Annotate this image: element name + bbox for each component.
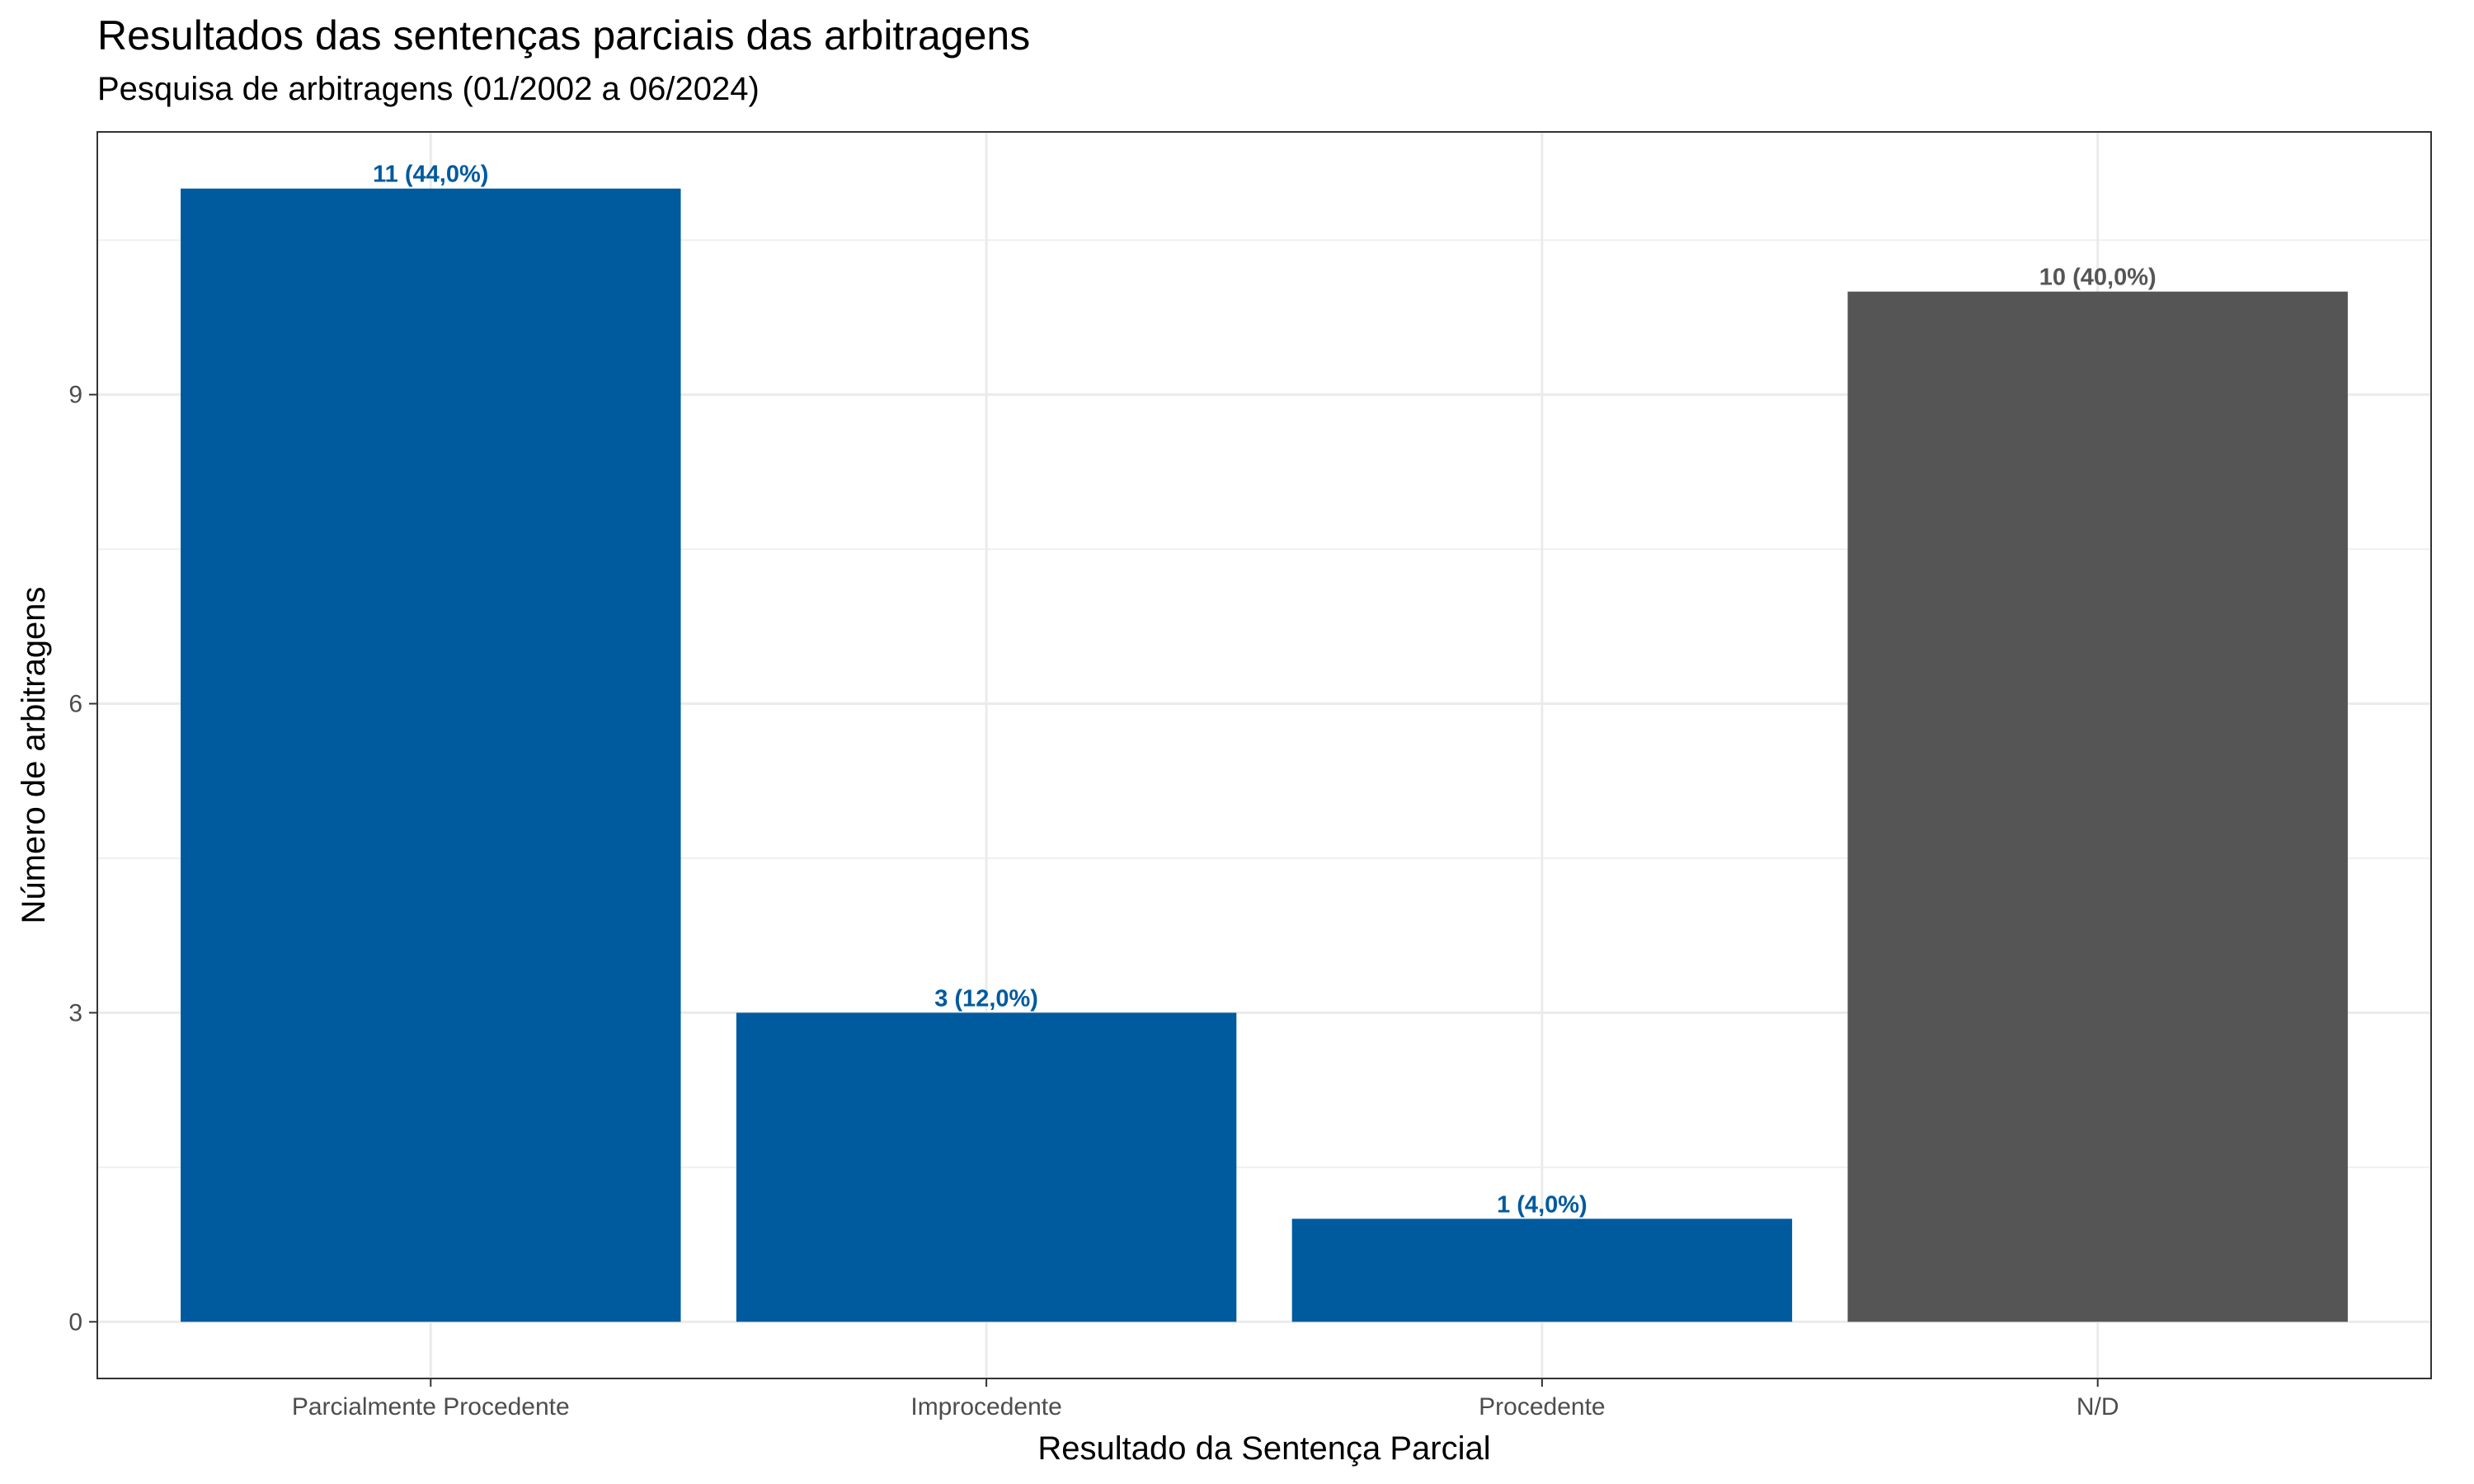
data-label: 10 (40,0%) bbox=[2039, 265, 2157, 291]
bar bbox=[1291, 1219, 1793, 1322]
data-label: 3 (12,0%) bbox=[934, 985, 1038, 1012]
chart-subtitle: Pesquisa de arbitragens (01/2002 a 06/20… bbox=[97, 71, 760, 107]
x-axis-title: Resultado da Sentença Parcial bbox=[1037, 1430, 1490, 1467]
bar bbox=[181, 188, 681, 1322]
x-tick-label: N/D bbox=[2077, 1393, 2119, 1421]
data-labels: 11 (44,0%) 3 (12,0%) 1 (4,0%) 10 (40,0%) bbox=[373, 162, 2156, 1219]
x-tick-label: Procedente bbox=[1479, 1393, 1605, 1421]
bar bbox=[736, 1012, 1237, 1322]
x-tick-label: Parcialmente Procedente bbox=[292, 1393, 570, 1421]
bars bbox=[181, 188, 2348, 1322]
x-tick-label: Improcedente bbox=[910, 1393, 1061, 1421]
y-tick-label: 6 bbox=[68, 691, 82, 718]
plot-border bbox=[96, 131, 2432, 1379]
y-axis-title: Número de arbitragens bbox=[16, 586, 52, 923]
axes: 0 3 6 9 Parcialmente Procedente Improcedente P… bbox=[68, 382, 2119, 1421]
data-label: 1 (4,0%) bbox=[1497, 1191, 1587, 1218]
y-tick-label: 9 bbox=[68, 382, 82, 409]
chart-title: Resultados das sentenças parciais das ar… bbox=[97, 12, 1031, 59]
y-tick-label: 0 bbox=[68, 1308, 82, 1336]
bar bbox=[1847, 291, 2348, 1322]
y-tick-label: 3 bbox=[68, 999, 82, 1026]
data-label: 11 (44,0%) bbox=[373, 162, 488, 188]
